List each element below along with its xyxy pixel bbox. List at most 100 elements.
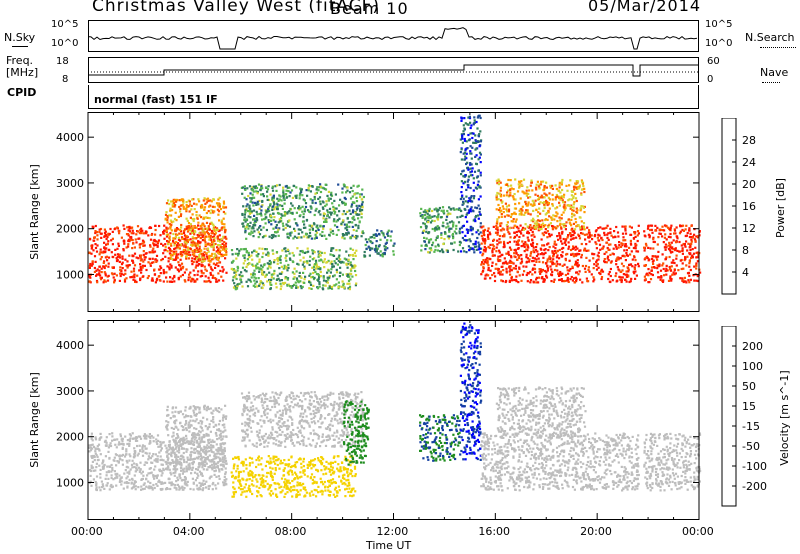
data-cell bbox=[452, 225, 455, 228]
data-cell bbox=[514, 248, 517, 251]
data-cell bbox=[209, 280, 212, 284]
data-cell bbox=[460, 250, 463, 253]
data-cell bbox=[575, 199, 578, 203]
data-cell bbox=[550, 280, 553, 283]
data-cell bbox=[175, 227, 179, 230]
data-cell bbox=[311, 199, 314, 202]
data-cell bbox=[199, 227, 202, 230]
data-cell bbox=[209, 265, 212, 269]
data-cell bbox=[486, 259, 489, 262]
data-cell bbox=[317, 267, 320, 270]
data-cell bbox=[138, 470, 141, 473]
data-cell bbox=[335, 249, 338, 252]
data-cell bbox=[592, 267, 595, 270]
data-cell bbox=[169, 263, 172, 266]
data-cell bbox=[556, 220, 559, 223]
data-cell bbox=[670, 261, 673, 264]
data-cell bbox=[621, 242, 624, 246]
data-cell bbox=[686, 255, 689, 258]
data-cell bbox=[286, 269, 289, 272]
data-cell bbox=[583, 211, 586, 214]
data-cell bbox=[481, 237, 484, 240]
data-cell bbox=[183, 228, 186, 231]
data-cell bbox=[285, 259, 288, 262]
data-cell bbox=[538, 183, 541, 186]
data-cell bbox=[507, 178, 510, 182]
data-cell bbox=[526, 211, 529, 214]
data-cell bbox=[529, 224, 532, 227]
data-cell bbox=[560, 278, 563, 281]
data-cell bbox=[176, 483, 179, 486]
data-cell bbox=[306, 194, 309, 197]
data-cell bbox=[355, 200, 359, 203]
data-cell bbox=[200, 461, 204, 464]
data-cell bbox=[539, 268, 542, 271]
data-cell bbox=[95, 482, 98, 485]
data-cell bbox=[107, 232, 110, 235]
data-cell bbox=[689, 232, 692, 235]
data-cell bbox=[380, 253, 383, 256]
data-cell bbox=[301, 231, 304, 234]
data-cell bbox=[290, 189, 294, 192]
data-cell bbox=[535, 183, 538, 186]
data-cell bbox=[474, 242, 477, 245]
data-cell bbox=[113, 459, 116, 462]
data-cell bbox=[572, 213, 575, 216]
data-cell bbox=[337, 286, 340, 289]
data-cell bbox=[583, 233, 586, 236]
data-cell bbox=[267, 221, 271, 224]
data-cell bbox=[182, 201, 185, 204]
data-cell bbox=[207, 225, 210, 228]
data-cell bbox=[207, 243, 210, 246]
data-cell bbox=[551, 193, 554, 196]
data-cell bbox=[209, 243, 212, 246]
data-cell bbox=[559, 237, 562, 240]
data-cell bbox=[113, 281, 116, 284]
data-cell bbox=[255, 254, 258, 257]
data-cell bbox=[203, 217, 206, 220]
data-cell bbox=[524, 241, 527, 244]
data-cell bbox=[99, 248, 102, 251]
data-cell bbox=[160, 463, 163, 466]
data-cell bbox=[119, 269, 122, 272]
data-cell bbox=[518, 255, 521, 258]
data-cell bbox=[309, 283, 313, 286]
data-cell bbox=[345, 232, 348, 235]
data-cell bbox=[134, 485, 137, 488]
data-cell bbox=[473, 116, 476, 119]
data-cell bbox=[99, 489, 102, 492]
data-cell bbox=[267, 254, 270, 257]
data-cell bbox=[537, 223, 540, 226]
data-cell bbox=[171, 205, 174, 208]
data-cell bbox=[459, 215, 462, 218]
data-cell bbox=[148, 456, 151, 459]
data-cell bbox=[582, 226, 586, 229]
data-cell bbox=[534, 186, 538, 189]
data-cell bbox=[341, 187, 344, 190]
data-cell bbox=[299, 250, 302, 253]
data-cell bbox=[530, 243, 533, 246]
data-cell bbox=[343, 223, 346, 226]
data-cell bbox=[672, 239, 675, 242]
data-cell bbox=[549, 186, 552, 189]
data-cell bbox=[220, 237, 223, 241]
data-cell bbox=[678, 250, 681, 253]
data-cell bbox=[112, 276, 115, 279]
data-cell bbox=[177, 278, 180, 281]
data-cell bbox=[280, 199, 283, 202]
data-cell bbox=[497, 255, 500, 258]
data-cell bbox=[354, 274, 358, 277]
data-cell bbox=[567, 245, 571, 248]
data-cell bbox=[558, 186, 561, 189]
data-cell bbox=[628, 263, 631, 267]
data-cell bbox=[317, 279, 320, 282]
data-cell bbox=[269, 261, 273, 264]
data-cell bbox=[392, 250, 395, 253]
data-cell bbox=[205, 221, 209, 224]
data-cell bbox=[169, 225, 172, 228]
data-cell bbox=[145, 485, 148, 488]
data-cell bbox=[482, 252, 485, 255]
data-cell bbox=[156, 442, 159, 445]
data-cell bbox=[126, 266, 129, 269]
data-cell bbox=[563, 225, 566, 228]
